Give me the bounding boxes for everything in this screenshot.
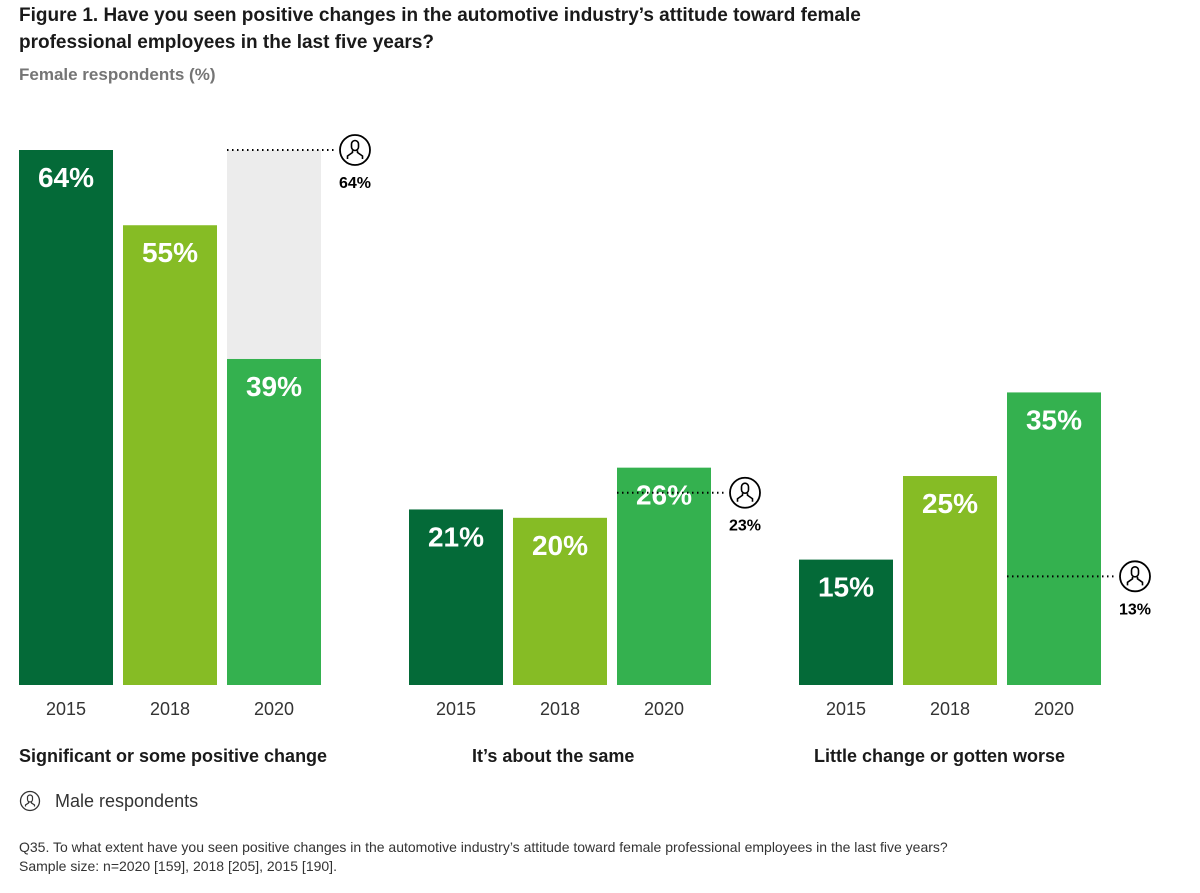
bar-2020	[617, 467, 711, 685]
footnote: Q35. To what extent have you seen positi…	[19, 838, 1179, 876]
legend-label: Male respondents	[55, 790, 199, 811]
male-value-label: 64%	[339, 175, 371, 192]
year-tick-label: 2018	[150, 699, 190, 719]
chart-subtitle: Female respondents (%)	[19, 65, 216, 84]
bar-value-label: 15%	[818, 572, 874, 603]
bar-2015	[799, 559, 893, 685]
legend: Male respondents	[19, 790, 198, 812]
year-tick-label: 2020	[644, 699, 684, 719]
bar-value-label: 21%	[428, 521, 484, 552]
bar-value-label: 25%	[922, 488, 978, 519]
year-tick-label: 2018	[540, 699, 580, 719]
bar-value-label: 26%	[636, 480, 692, 511]
bar-value-label: 55%	[142, 237, 198, 268]
bar-2018	[513, 517, 607, 685]
year-tick-label: 2015	[46, 699, 86, 719]
year-tick-label: 2015	[826, 699, 866, 719]
year-tick-label: 2020	[1034, 699, 1074, 719]
year-tick-label: 2020	[254, 699, 294, 719]
male-person-icon	[1119, 560, 1151, 593]
bar-2020	[1007, 392, 1101, 685]
bar-2018	[123, 225, 217, 685]
year-tick-label: 2018	[930, 699, 970, 719]
category-label: It’s about the same	[472, 746, 634, 766]
bar-2015	[409, 509, 503, 685]
bar-value-label: 35%	[1026, 404, 1082, 435]
chart-title: Figure 1. Have you seen positive changes…	[19, 5, 861, 53]
category-label: Significant or some positive change	[19, 746, 327, 766]
male-person-icon	[339, 134, 371, 166]
bar-chart: 64% 2015 55% 2018 39% 2020 64% Significant or s…	[19, 134, 1151, 766]
male-person-icon	[19, 790, 41, 812]
male-person-icon	[729, 476, 761, 509]
bar-value-label: 39%	[246, 371, 302, 402]
bar-value-label: 64%	[38, 162, 94, 193]
bar-value-label: 20%	[532, 530, 588, 561]
male-value-label: 13%	[1119, 601, 1151, 618]
bar-2020	[227, 358, 321, 685]
bar-2018	[903, 476, 997, 685]
footnote-question: Q35. To what extent have you seen positi…	[19, 839, 948, 855]
footnote-sample: Sample size: n=2020 [159], 2018 [205], 2…	[19, 858, 337, 874]
male-value-label: 23%	[729, 518, 761, 535]
bar-2015	[19, 150, 113, 685]
year-tick-label: 2015	[436, 699, 476, 719]
category-label: Little change or gotten worse	[814, 746, 1065, 766]
